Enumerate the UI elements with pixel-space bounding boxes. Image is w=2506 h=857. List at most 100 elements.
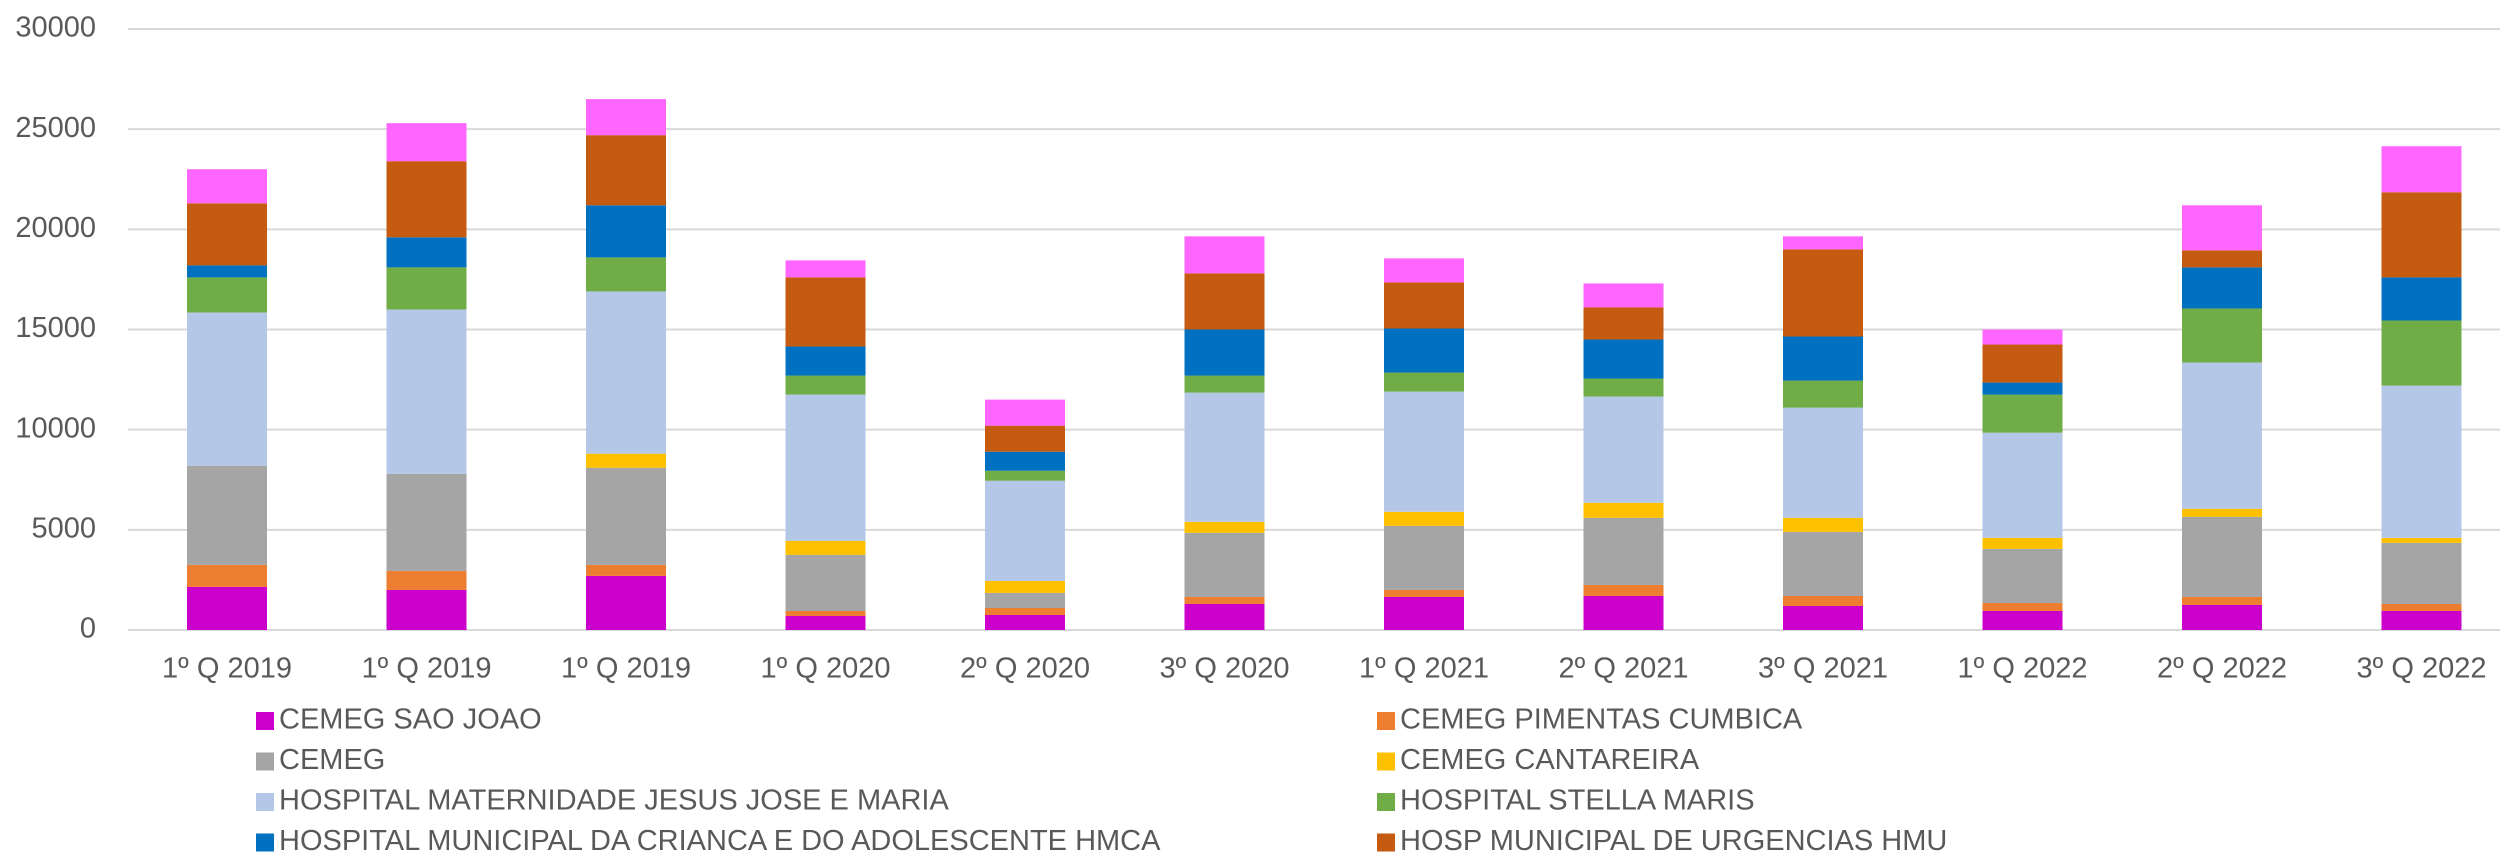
- x-tick-label: 1º Q 2020: [761, 653, 891, 685]
- bar-segment: [1184, 375, 1265, 393]
- bar-segment: [1184, 532, 1265, 597]
- bar-segment: [2182, 308, 2262, 363]
- legend-label: HOSPITAL STELLA MARIS: [1400, 785, 1755, 817]
- bar-segment: [1783, 336, 1863, 381]
- bar-segment: [2182, 508, 2262, 517]
- bar-segment: [2381, 537, 2462, 543]
- y-tick-label: 30000: [15, 12, 96, 44]
- bar-segment: [785, 260, 866, 278]
- legend-swatch: [1377, 833, 1395, 852]
- bar-segment: [985, 470, 1065, 481]
- bar-segment: [985, 480, 1065, 581]
- x-tick-label: 2º Q 2022: [2157, 653, 2287, 685]
- bar-segment: [1384, 511, 1464, 526]
- bar-segment: [1583, 307, 1664, 340]
- bar-segment: [1583, 584, 1664, 596]
- legend-label: CEMEG: [279, 744, 385, 776]
- x-tick-label: 3º Q 2021: [1758, 653, 1888, 685]
- legend-swatch: [1377, 793, 1395, 811]
- y-tick-label: 25000: [15, 112, 96, 144]
- legend-swatch: [256, 833, 274, 852]
- x-tick-label: 3º Q 2022: [2357, 653, 2487, 685]
- bar-segment: [1982, 602, 2063, 611]
- bar-segment: [785, 375, 866, 395]
- bar-segment: [586, 99, 666, 136]
- legend-label: CEMEG SAO JOAO: [279, 704, 542, 736]
- bar-segment: [2381, 603, 2462, 611]
- bar-segment: [2381, 277, 2462, 321]
- bar-segment: [985, 425, 1065, 452]
- y-tick-label: 0: [80, 613, 96, 645]
- bar-segment: [2182, 596, 2262, 605]
- legend-swatch: [256, 793, 274, 811]
- legend-swatch: [256, 712, 274, 730]
- bar-segment: [985, 399, 1065, 426]
- bar-segment: [1384, 258, 1464, 283]
- bar-segment: [1982, 344, 2063, 383]
- bar-segment: [1583, 396, 1664, 503]
- bar-segment: [1982, 329, 2063, 345]
- legend-swatch: [1377, 752, 1395, 771]
- bar-segment: [985, 614, 1065, 630]
- bar-segment: [1783, 249, 1863, 337]
- bar-segment: [1982, 394, 2063, 433]
- bar-segment: [1184, 603, 1265, 630]
- bar-segment: [386, 309, 467, 474]
- bar-segment: [586, 291, 666, 454]
- bar-segment: [2182, 205, 2262, 251]
- bar-segment: [586, 135, 666, 206]
- bar-segment: [2381, 320, 2462, 386]
- bar-segment: [187, 277, 267, 313]
- x-tick-label: 1º Q 2022: [1958, 653, 2088, 685]
- bar-segment: [386, 161, 467, 238]
- bar-segment: [1783, 517, 1863, 532]
- x-tick-label: 1º Q 2019: [561, 653, 691, 685]
- bar-segment: [1982, 548, 2063, 603]
- bar-segment: [1384, 372, 1464, 392]
- y-tick-label: 20000: [15, 212, 96, 244]
- bar-segment: [785, 615, 866, 630]
- bar-segment: [187, 312, 267, 466]
- bar-segment: [1783, 595, 1863, 606]
- x-tick-label: 1º Q 2019: [162, 653, 292, 685]
- bar-segment: [1384, 596, 1464, 630]
- bar-segment: [1184, 596, 1265, 604]
- bar-segment: [985, 451, 1065, 471]
- bar-segment: [785, 540, 866, 555]
- bar-segment: [1184, 329, 1265, 376]
- legend-label: CEMEG PIMENTAS CUMBICA: [1400, 704, 1803, 736]
- bar-segment: [386, 589, 467, 630]
- bar-segment: [1783, 605, 1863, 630]
- bar-segment: [1982, 382, 2063, 395]
- bar-segment: [586, 205, 666, 258]
- bar-segment: [1982, 537, 2063, 549]
- bar-segment: [2182, 604, 2262, 630]
- legend-swatch: [256, 752, 274, 771]
- bar-segment: [785, 554, 866, 611]
- bar-segment: [1783, 380, 1863, 408]
- x-tick-label: 1º Q 2019: [362, 653, 492, 685]
- bar-segment: [2182, 250, 2262, 268]
- bar-segment: [1384, 328, 1464, 373]
- bar-segment: [1982, 432, 2063, 538]
- bar-segment: [386, 123, 467, 162]
- x-tick-label: 1º Q 2021: [1359, 653, 1489, 685]
- bar-segment: [187, 586, 267, 630]
- bar-segment: [2182, 362, 2262, 509]
- legend-label: HOSP MUNICIPAL DE URGENCIAS HMU: [1400, 825, 1947, 857]
- bar-segment: [1583, 339, 1664, 379]
- y-tick-label: 15000: [15, 312, 96, 344]
- bar-segment: [2381, 610, 2462, 630]
- legend-swatch: [1377, 712, 1395, 730]
- bar-segment: [1384, 391, 1464, 512]
- bar-segment: [2381, 385, 2462, 538]
- bar-segment: [187, 169, 267, 204]
- bar-segment: [386, 237, 467, 268]
- bar-segment: [1783, 407, 1863, 518]
- bar-segment: [187, 465, 267, 565]
- bar-segment: [1184, 521, 1265, 533]
- x-tick-label: 3º Q 2020: [1160, 653, 1290, 685]
- bar-segment: [1583, 283, 1664, 308]
- bar-segment: [187, 564, 267, 587]
